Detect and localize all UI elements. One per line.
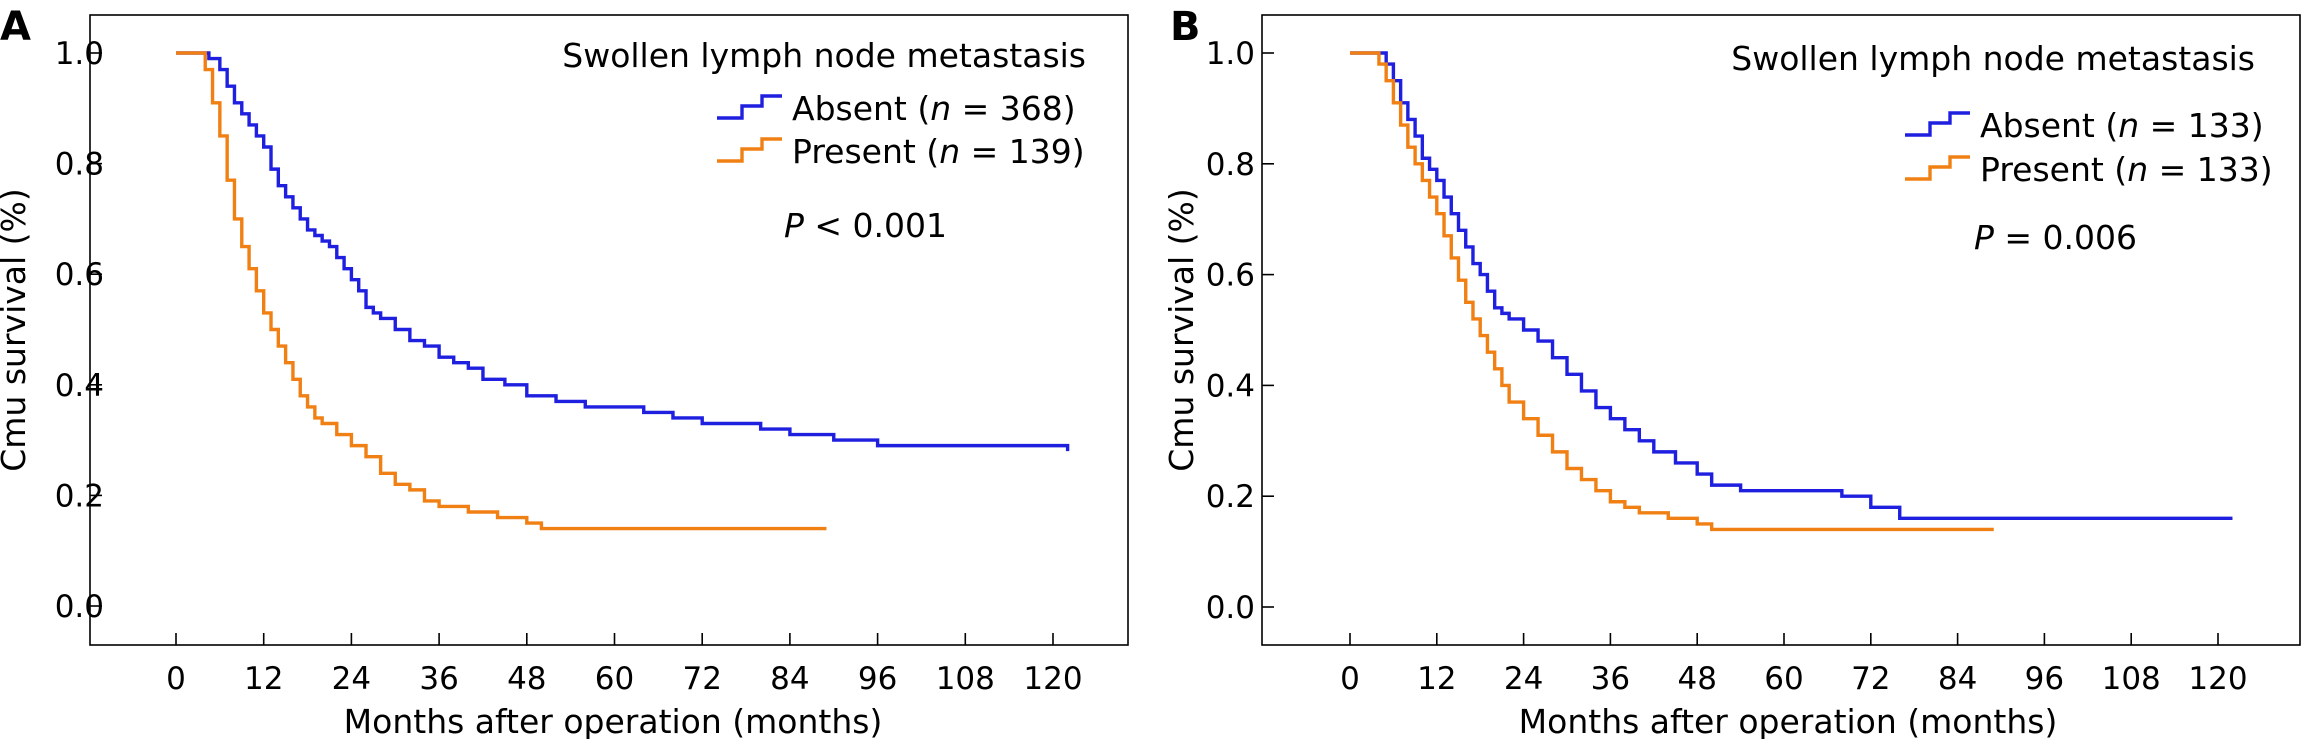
x-tick-label: 120	[1023, 661, 1082, 697]
legend-label-present: Present (n = 139)	[792, 132, 1085, 171]
legend-swatch-absent	[717, 94, 782, 120]
x-tick-label: 48	[507, 661, 546, 697]
x-tick-label: 72	[682, 661, 721, 697]
x-tick-label: 96	[2025, 661, 2064, 697]
y-tick-label: 1.0	[1206, 36, 1255, 72]
legend-label-present: Present (n = 133)	[1980, 150, 2273, 189]
y-axis-title: Cmu survival (%)	[1162, 188, 1201, 471]
x-tick-label: 12	[244, 661, 283, 697]
x-tick-label: 48	[1677, 661, 1716, 697]
x-axis-title: Months after operation (months)	[344, 702, 883, 739]
x-tick-label: 60	[1764, 661, 1803, 697]
y-tick-label: 0.4	[55, 368, 104, 404]
survival-curve-present	[176, 51, 827, 531]
y-axis-title: Cmu survival (%)	[0, 188, 33, 471]
x-tick-label: 24	[332, 661, 371, 697]
x-tick-label: 12	[1417, 661, 1456, 697]
x-tick-label: 96	[858, 661, 897, 697]
x-tick-label: 0	[166, 661, 186, 697]
x-tick-label: 120	[2188, 661, 2247, 697]
survival-curve-absent	[176, 51, 1070, 452]
chart-panel-a: A 0.0 0.2 0.4 0.6 0.8 1.0 0 12 24 36 48 60 72 84 96 108 1…	[0, 4, 1129, 739]
y-tick-label: 0.2	[55, 478, 104, 514]
legend-label-absent: Absent (n = 133)	[1980, 106, 2264, 145]
x-tick-label: 108	[936, 661, 995, 697]
x-axis-title: Months after operation (months)	[1519, 702, 2058, 739]
panel-letter: B	[1170, 4, 1201, 50]
legend-swatch-present	[717, 137, 782, 163]
y-tick-label: 0.8	[1206, 147, 1255, 183]
plot-frame	[1261, 14, 2301, 646]
y-tick-label: 0.8	[55, 147, 104, 183]
x-tick-label: 108	[2102, 661, 2161, 697]
legend-title: Swollen lymph node metastasis	[1731, 39, 2255, 78]
legend-swatch-present	[1905, 155, 1970, 181]
x-tick-label: 72	[1851, 661, 1890, 697]
y-tick-label: 0.6	[1206, 258, 1255, 294]
x-tick-label: 84	[770, 661, 809, 697]
legend-swatch-absent	[1905, 111, 1970, 137]
y-tick-label: 1.0	[55, 36, 104, 72]
x-tick-label: 0	[1340, 661, 1360, 697]
survival-curve-absent	[1350, 51, 2233, 521]
panel-letter: A	[0, 4, 31, 50]
plot-frame	[89, 14, 1129, 646]
y-tick-label: 0.2	[1206, 479, 1255, 515]
x-tick-label: 36	[1591, 661, 1630, 697]
x-tick-label: 24	[1504, 661, 1543, 697]
legend-label-absent: Absent (n = 368)	[792, 89, 1076, 128]
chart-panel-b: B 0.0 0.2 0.4 0.6 0.8 1.0 0 12 24 36 48 60 72 84 96 108 1…	[1162, 4, 2301, 739]
y-tick-label: 0.6	[55, 257, 104, 293]
p-value: P = 0.006	[1974, 218, 2137, 257]
y-tick-label: 0.4	[1206, 368, 1255, 404]
x-tick-label: 60	[595, 661, 634, 697]
p-value: P < 0.001	[784, 206, 947, 245]
x-tick-label: 36	[419, 661, 458, 697]
y-tick-label: 0.0	[55, 589, 104, 625]
y-tick-label: 0.0	[1206, 590, 1255, 626]
legend-title: Swollen lymph node metastasis	[562, 36, 1086, 75]
x-tick-label: 84	[1938, 661, 1977, 697]
survival-curve-present	[1350, 51, 1994, 532]
